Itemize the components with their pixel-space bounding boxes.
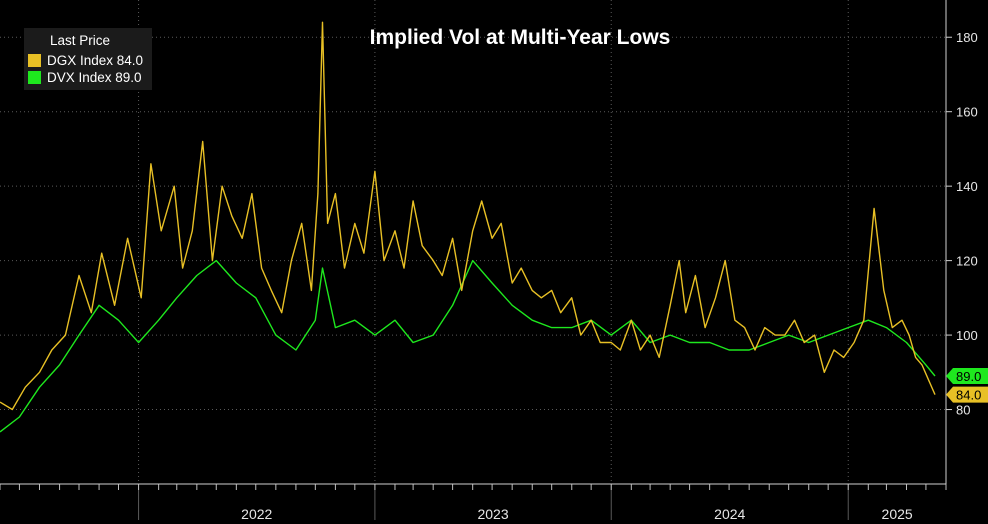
legend-entry-dvx: DVX Index 89.0: [28, 69, 142, 85]
x-tick-label: 2022: [241, 506, 272, 522]
y-tick-label: 100: [956, 328, 978, 343]
legend-swatch-dvx: [28, 70, 41, 84]
series-line-dvx: [0, 259, 936, 433]
legend-label-dgx: DGX Index 84.0: [47, 52, 144, 68]
y-tick-label: 140: [956, 179, 978, 194]
last-value-tag-label: 84.0: [956, 388, 981, 403]
y-tick-label: 180: [956, 30, 978, 45]
last-value-tag-bg: [946, 368, 988, 385]
last-value-tag-dgx: 84.0: [946, 386, 988, 403]
last-value-tag-label: 89.0: [956, 369, 981, 384]
series-lines: [0, 21, 936, 433]
legend-label-dvx: DVX Index 89.0: [47, 69, 142, 85]
last-value-tag-dvx: 89.0: [946, 368, 988, 385]
x-tick-label: 2023: [477, 506, 508, 522]
last-value-tags: 84.0 89.0: [946, 368, 988, 403]
legend: Last Price DGX Index 84.0 DVX Index 89.0: [24, 28, 152, 90]
y-tick-label: 80: [956, 403, 970, 418]
legend-swatch-dgx: [28, 53, 41, 67]
legend-header: Last Price: [50, 33, 111, 48]
y-tick-label: 160: [956, 105, 978, 120]
legend-entry-dgx: DGX Index 84.0: [28, 52, 143, 68]
chart-title: Implied Vol at Multi-Year Lows: [369, 26, 671, 49]
series-line-dgx: [0, 21, 936, 411]
x-tick-label: 2025: [882, 506, 913, 522]
y-tick-label: 120: [956, 254, 978, 269]
last-value-tag-bg: [946, 386, 988, 403]
x-tick-label: 2024: [714, 506, 745, 522]
